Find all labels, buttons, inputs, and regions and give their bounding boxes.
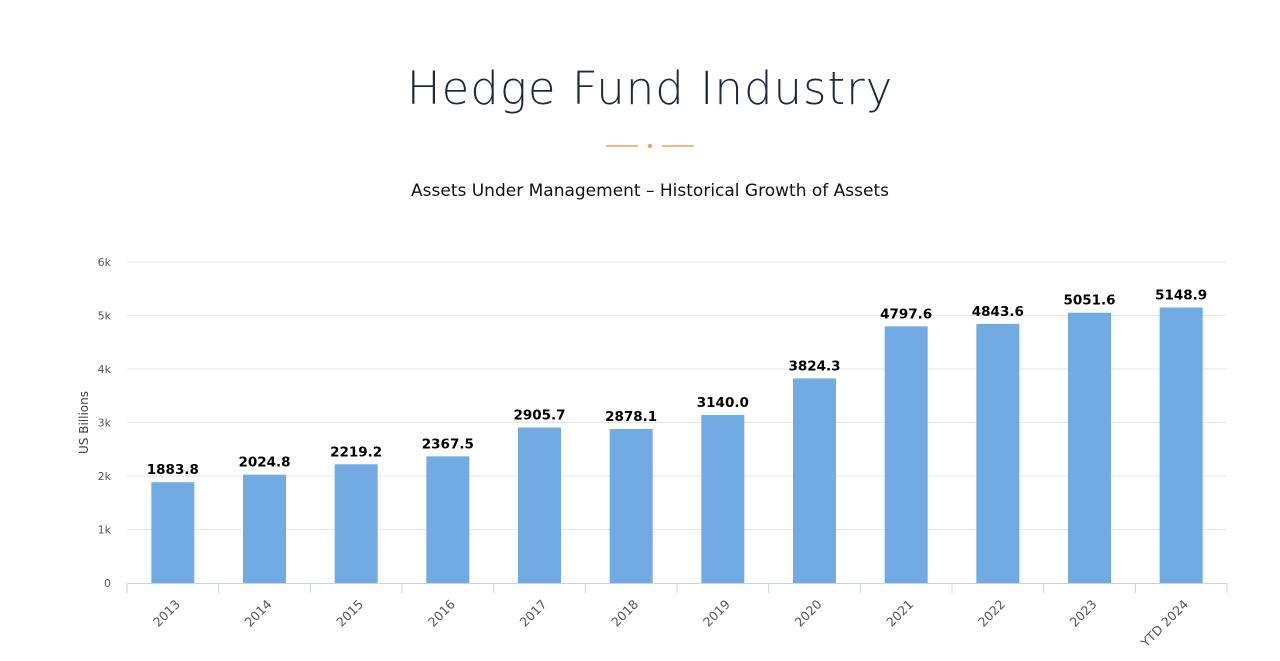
title-divider bbox=[606, 143, 694, 149]
bar-2014 bbox=[243, 474, 286, 583]
x-tick-label-7: 2020 bbox=[792, 596, 825, 629]
data-label-7: 3824.3 bbox=[788, 358, 840, 374]
x-tick-label-9: 2022 bbox=[975, 597, 1008, 630]
data-label-2: 2219.2 bbox=[330, 444, 382, 460]
data-label-4: 2905.7 bbox=[513, 408, 565, 424]
bar-2019 bbox=[701, 415, 745, 583]
bar-2018 bbox=[609, 429, 653, 583]
data-label-10: 5051.6 bbox=[1063, 293, 1115, 309]
x-tick-label-6: 2019 bbox=[700, 596, 733, 629]
data-label-11: 5148.9 bbox=[1155, 288, 1207, 304]
data-label-6: 3140.0 bbox=[697, 395, 749, 411]
bar-2021 bbox=[884, 326, 928, 583]
y-tick-label-0: 0 bbox=[104, 577, 111, 590]
bar-2023 bbox=[1068, 312, 1111, 583]
x-tick-label-11: YTD 2024 bbox=[1137, 596, 1191, 650]
data-label-5: 2878.1 bbox=[605, 409, 657, 425]
y-tick-label-3: 3k bbox=[98, 417, 112, 430]
bar-2020 bbox=[793, 378, 836, 583]
bar-2022 bbox=[976, 323, 1020, 583]
x-tick-label-4: 2017 bbox=[517, 597, 550, 630]
chart-title: Assets Under Management – Historical Gro… bbox=[411, 181, 889, 201]
x-tick-label-0: 2013 bbox=[150, 597, 183, 630]
x-tick-label-8: 2021 bbox=[883, 597, 916, 630]
page-title: Hedge Fund Industry bbox=[406, 62, 894, 115]
bar-2017 bbox=[518, 427, 561, 583]
data-label-0: 1883.8 bbox=[147, 462, 199, 478]
x-tick-label-2: 2015 bbox=[333, 597, 366, 630]
data-label-3: 2367.5 bbox=[422, 436, 474, 452]
bar-ytd-2024 bbox=[1159, 307, 1203, 583]
y-tick-label-4: 4k bbox=[98, 363, 112, 376]
bar-2013 bbox=[151, 482, 195, 583]
data-label-8: 4797.6 bbox=[880, 306, 932, 322]
y-axis-title: US Billions bbox=[77, 391, 91, 454]
x-tick-label-1: 2014 bbox=[242, 596, 275, 629]
bar-2016 bbox=[426, 456, 470, 583]
x-tick-label-10: 2023 bbox=[1067, 597, 1100, 630]
bar-2015 bbox=[334, 464, 378, 583]
data-label-1: 2024.8 bbox=[238, 455, 290, 471]
y-tick-label-2: 2k bbox=[98, 470, 112, 483]
y-tick-label-6: 6k bbox=[98, 256, 112, 269]
x-tick-label-5: 2018 bbox=[608, 596, 641, 629]
y-tick-label-1: 1k bbox=[98, 524, 112, 537]
x-tick-label-3: 2016 bbox=[425, 596, 458, 629]
y-tick-label-5: 5k bbox=[98, 310, 112, 323]
data-label-9: 4843.6 bbox=[972, 304, 1024, 320]
